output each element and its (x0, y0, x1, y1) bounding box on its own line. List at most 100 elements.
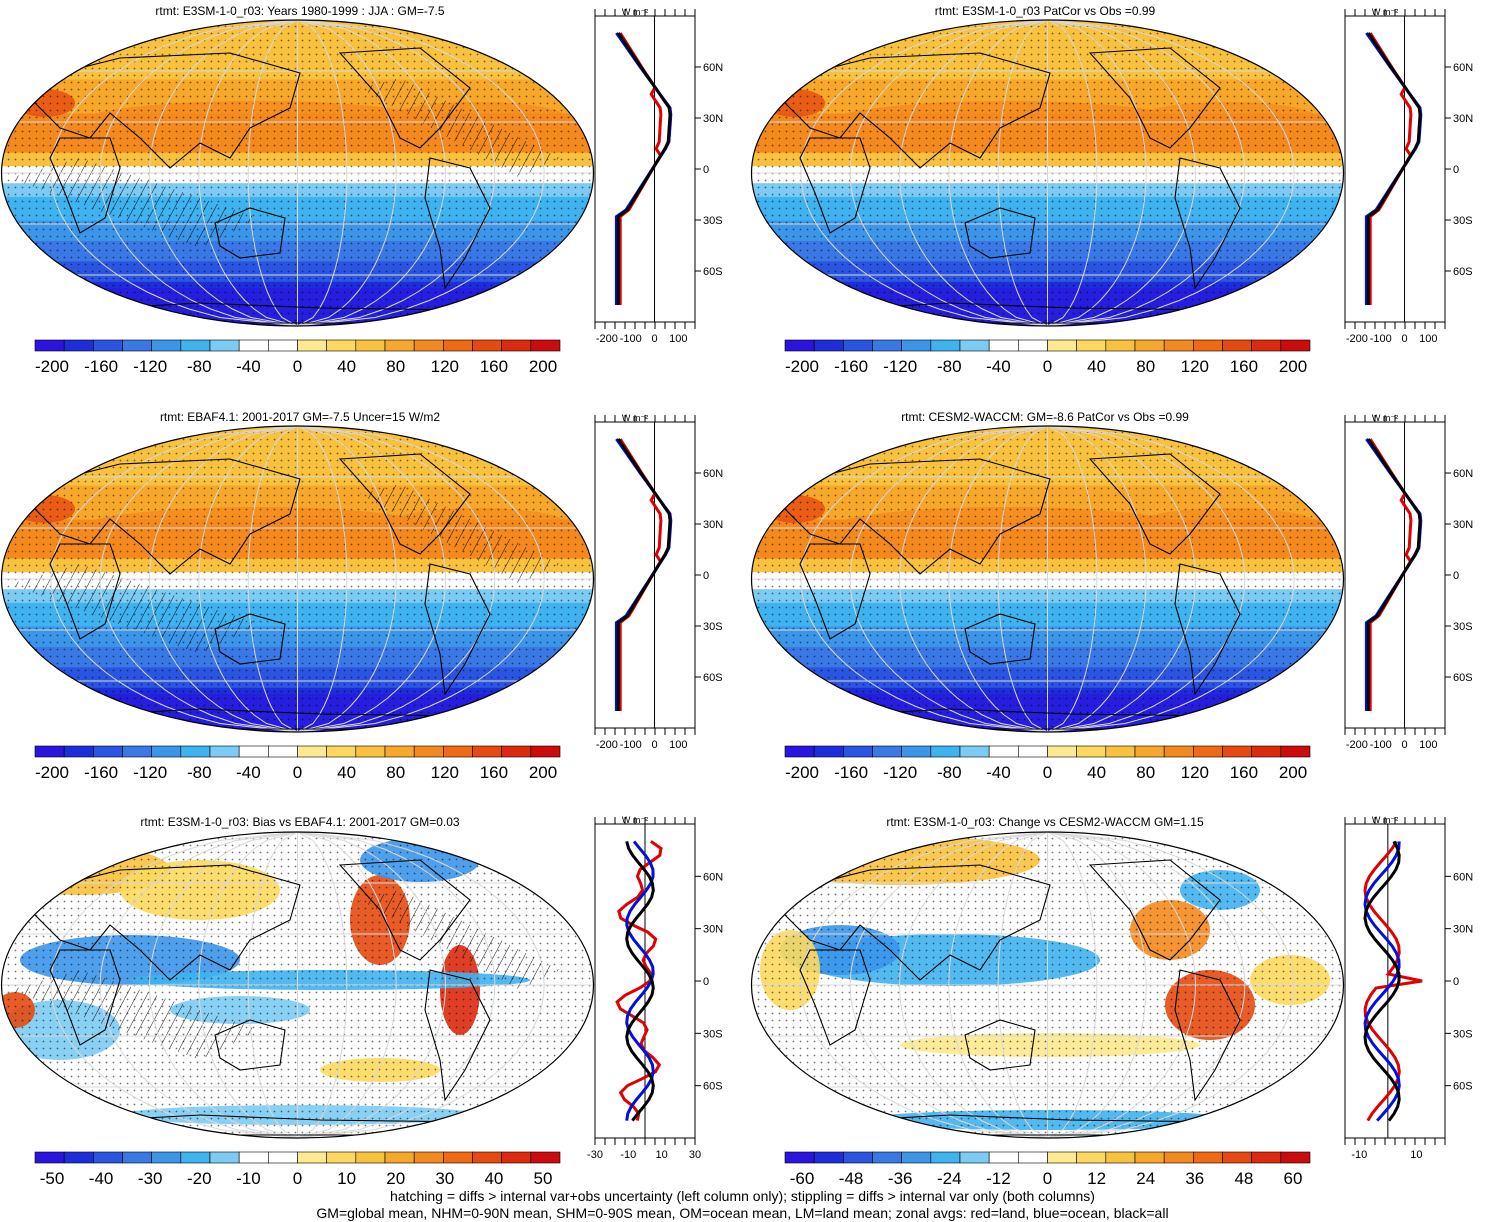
colorbar-label: -160 (84, 763, 118, 782)
colorbar-swatch (1163, 339, 1194, 352)
zonal-lat-label: 30S (703, 215, 723, 227)
colorbar-swatch (122, 1151, 152, 1164)
zonal-x-tick-label: -30 (587, 1149, 603, 1161)
zonal-lat-label: 60N (1453, 871, 1473, 883)
colorbar-swatch (1134, 745, 1165, 758)
zonal-lat-label: 30N (703, 113, 723, 125)
colorbar-2: -200 -160 -120 -80 -40 0 40 80 120 160 200 (784, 339, 1311, 376)
colorbar-swatch (530, 339, 561, 352)
colorbar-label: -120 (133, 357, 167, 376)
zonal-x-tick-label: -100 (620, 739, 642, 751)
colorbar-swatch (34, 1151, 65, 1164)
colorbar-swatch (180, 339, 211, 352)
colorbar-label: 120 (431, 763, 459, 782)
colorbar-5: -50 -40 -30 -20 -10 0 10 20 30 40 50 (34, 1151, 561, 1188)
colorbar-label: -120 (133, 763, 167, 782)
zonal-x-tick-label: 0 (1401, 333, 1407, 345)
zonal-x-tick-label: 10 (656, 1149, 668, 1161)
colorbar-swatch (93, 745, 123, 758)
zonal-ocean-line (614, 32, 673, 305)
colorbar-label: 200 (529, 357, 557, 376)
colorbar-label: -50 (40, 1169, 65, 1188)
colorbar-label: 200 (529, 763, 557, 782)
colorbar-swatch (355, 1151, 386, 1164)
zonal-x-tick-label: 10 (1410, 1149, 1422, 1161)
zonal-lat-label: 0 (703, 976, 709, 988)
colorbar-label: 160 (480, 763, 508, 782)
colorbar-swatch (472, 745, 502, 758)
colorbar-swatch (901, 745, 932, 758)
colorbar-swatch (268, 745, 298, 758)
colorbar-label: -40 (986, 763, 1011, 782)
colorbar-swatch (384, 339, 415, 352)
zonal-x-tick-label: 0 (1401, 739, 1407, 751)
colorbar-swatch (1076, 1151, 1107, 1164)
colorbar-swatch (63, 1151, 94, 1164)
colorbar-label: 50 (534, 1169, 553, 1188)
colorbar-swatch (501, 1151, 532, 1164)
zonal-x-tick-label: -10 (620, 1149, 636, 1161)
colorbar-swatch (1280, 745, 1311, 758)
colorbar-label: -60 (790, 1169, 815, 1188)
zonal-lat-label: 0 (703, 570, 709, 582)
zonal-all-line (1363, 840, 1401, 1122)
colorbar-label: -200 (785, 763, 819, 782)
colorbar-label: -160 (834, 763, 868, 782)
map-panel-4 (750, 425, 1345, 733)
colorbar-swatch (784, 339, 815, 352)
zonal-lat-label: 0 (1453, 976, 1459, 988)
colorbar-label: 10 (337, 1169, 356, 1188)
colorbar-swatch (930, 745, 961, 758)
colorbar-label: -36 (888, 1169, 913, 1188)
colorbar-label: -160 (84, 357, 118, 376)
colorbar-label: -12 (986, 1169, 1011, 1188)
colorbar-swatch (843, 339, 873, 352)
map-panel-5 (0, 831, 595, 1139)
colorbar-label: -40 (89, 1169, 114, 1188)
colorbar-label: -48 (839, 1169, 864, 1188)
colorbar-swatch (784, 745, 815, 758)
zonal-all-line (625, 841, 655, 1122)
colorbar-swatch (959, 1151, 990, 1164)
colorbar-label: 120 (1181, 763, 1209, 782)
colorbar-swatch (1018, 745, 1048, 758)
zonal-x-tick-label: 100 (1419, 739, 1437, 751)
colorbar-swatch (1105, 745, 1136, 758)
colorbar-swatch (1134, 1151, 1165, 1164)
colorbar-swatch (93, 339, 123, 352)
colorbar-swatch (872, 1151, 902, 1164)
colorbar-swatch (1018, 1151, 1048, 1164)
colorbar-swatch (151, 1151, 182, 1164)
colorbar-swatch (959, 339, 990, 352)
colorbar-swatch (443, 1151, 473, 1164)
zonal-x-tick-label: 100 (1419, 333, 1437, 345)
colorbar-swatch (1018, 339, 1048, 352)
colorbar-swatch (988, 745, 1019, 758)
colorbar-label: -80 (187, 763, 212, 782)
colorbar-swatch (959, 745, 990, 758)
colorbar-swatch (930, 1151, 961, 1164)
colorbar-label: -80 (937, 763, 962, 782)
colorbar-label: 36 (1185, 1169, 1204, 1188)
zonal-lat-label: 0 (1453, 164, 1459, 176)
zonal-x-tick-label: 0 (651, 333, 657, 345)
colorbar-swatch (1076, 339, 1107, 352)
colorbar-swatch (1076, 745, 1107, 758)
zonal-lat-label: 30S (1453, 621, 1473, 633)
colorbar-label: 120 (1181, 357, 1209, 376)
zonal-ocean-line (1364, 438, 1423, 711)
colorbar-label: 24 (1136, 1169, 1155, 1188)
zonal-lat-label: 60N (1453, 62, 1473, 74)
zonal-lat-label: 0 (703, 164, 709, 176)
zonal-lat-label: 60S (703, 1081, 723, 1093)
colorbar-swatch (238, 745, 269, 758)
colorbar-swatch (326, 339, 357, 352)
colorbar-swatch (988, 339, 1019, 352)
zonal-all-line (1366, 438, 1422, 711)
colorbar-label: 0 (293, 1169, 302, 1188)
colorbar-label: -160 (834, 357, 868, 376)
zonal-all-line (616, 438, 672, 711)
colorbar-swatch (1193, 745, 1223, 758)
colorbar-label: -120 (883, 763, 917, 782)
